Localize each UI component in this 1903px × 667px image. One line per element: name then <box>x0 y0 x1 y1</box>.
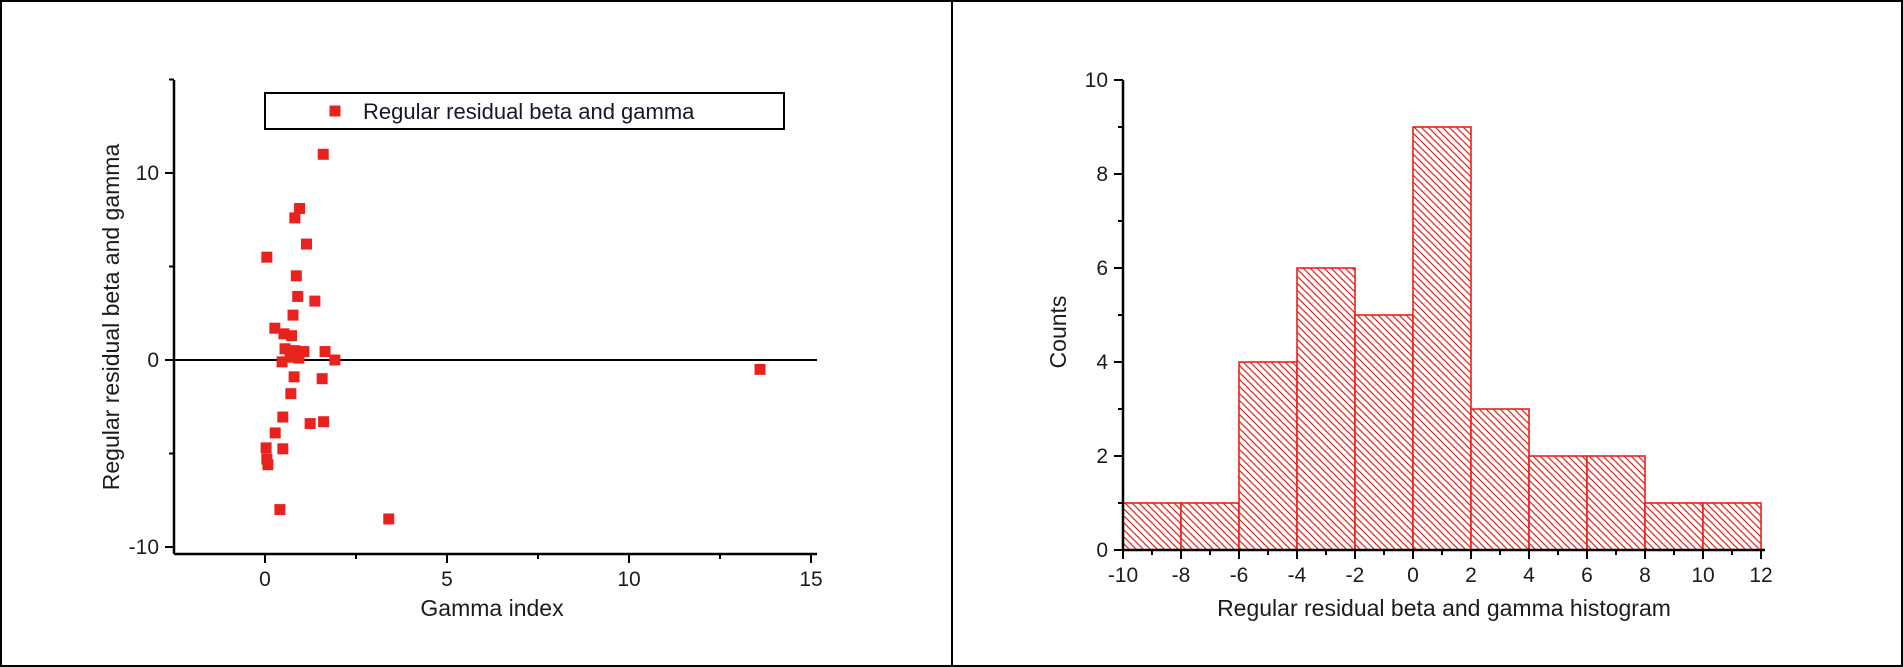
scatter-point <box>269 427 281 439</box>
y-tick-label: 6 <box>1096 257 1108 280</box>
histogram-bar <box>1702 502 1762 551</box>
x-tick-label: 10 <box>1691 564 1714 587</box>
scatter-chart: 0 5 10 15 -10 0 10 Gamma index Regular residual … <box>98 78 823 621</box>
scatter-point <box>754 363 766 375</box>
scatter-point <box>294 203 306 215</box>
scatter-point <box>300 238 312 250</box>
scatter-point <box>261 453 273 465</box>
histogram-bar <box>1354 314 1414 551</box>
scatter-point <box>277 443 289 455</box>
legend-label: Regular residual beta and gamma <box>363 99 695 124</box>
y-axis-title: Counts <box>1045 296 1071 369</box>
scatter-points <box>260 148 766 525</box>
histogram-bar <box>1412 126 1472 551</box>
scatter-point <box>286 330 298 342</box>
panel-divider <box>951 2 953 665</box>
scatter-point <box>276 356 288 368</box>
x-tick-label: 6 <box>1581 564 1593 587</box>
scatter-point <box>292 290 304 302</box>
y-tick-label: 10 <box>1085 69 1108 92</box>
scatter-point <box>285 388 297 400</box>
scatter-point <box>260 442 272 454</box>
x-tick-label: 2 <box>1465 564 1477 587</box>
y-tick-label: -10 <box>129 536 159 559</box>
x-tick-label: 12 <box>1749 564 1772 587</box>
scatter-point <box>269 322 281 334</box>
x-tick-label: 4 <box>1523 564 1535 587</box>
scatter-point <box>298 346 310 358</box>
histogram-panel: -10 -8 -6 -4 -2 0 2 4 6 8 10 12 0 2 4 6 8 10 Regular resid… <box>953 2 1901 665</box>
scatter-point <box>289 212 301 224</box>
x-tick-label: 10 <box>617 568 640 591</box>
histogram-bar <box>1470 408 1530 551</box>
y-tick-label: 10 <box>136 162 159 185</box>
scatter-point <box>274 504 286 516</box>
x-tick-label: -10 <box>1108 564 1138 587</box>
scatter-point <box>277 411 289 423</box>
y-tick-label: 0 <box>147 349 159 372</box>
histogram-bar <box>1296 267 1356 551</box>
scatter-point <box>329 354 341 366</box>
legend-marker-square-icon <box>329 105 341 117</box>
x-tick-label: 15 <box>799 568 822 591</box>
x-axis-title: Regular residual beta and gamma histogra… <box>1217 595 1671 621</box>
scatter-point <box>287 309 299 321</box>
scatter-point <box>304 418 316 430</box>
scatter-point <box>262 459 274 471</box>
scatter-point <box>261 251 273 263</box>
scatter-point <box>293 352 305 364</box>
x-axis-title: Gamma index <box>420 595 564 621</box>
x-tick-label: -6 <box>1230 564 1249 587</box>
histogram-bar <box>1528 455 1588 551</box>
x-tick-label: 5 <box>441 568 453 591</box>
scatter-point <box>289 345 301 357</box>
scatter-point <box>309 295 321 307</box>
y-tick-label: 0 <box>1096 539 1108 562</box>
histogram-chart: -10 -8 -6 -4 -2 0 2 4 6 8 10 12 0 2 4 6 8 10 Regular resid… <box>1045 69 1773 621</box>
y-tick-label: 8 <box>1096 163 1108 186</box>
scatter-point <box>383 513 395 525</box>
scatter-panel: 0 5 10 15 -10 0 10 Gamma index Regular residual … <box>2 2 951 665</box>
scatter-point <box>316 373 328 385</box>
histogram-bar <box>1238 361 1298 551</box>
scatter-point <box>319 346 331 358</box>
scatter-point <box>279 343 291 355</box>
x-tick-label: 0 <box>1407 564 1419 587</box>
scatter-point <box>318 416 330 428</box>
scatter-point <box>290 270 302 282</box>
x-tick-label: 8 <box>1639 564 1651 587</box>
scatter-point <box>288 371 300 383</box>
y-tick-label: 2 <box>1096 445 1108 468</box>
scatter-point <box>284 351 296 363</box>
y-axis-title: Regular residual beta and gamma <box>98 144 124 491</box>
x-tick-label: 0 <box>259 568 271 591</box>
x-tick-label: -2 <box>1346 564 1365 587</box>
legend-box <box>264 92 785 130</box>
scatter-point <box>317 148 329 160</box>
scatter-point <box>278 328 290 340</box>
histogram-bar <box>1122 502 1182 551</box>
histogram-bars <box>1122 126 1762 551</box>
x-tick-label: -8 <box>1172 564 1191 587</box>
y-tick-label: 4 <box>1096 351 1108 374</box>
x-tick-label: -4 <box>1288 564 1307 587</box>
histogram-bar <box>1644 502 1704 551</box>
histogram-bar <box>1180 502 1240 551</box>
histogram-bar <box>1586 455 1646 551</box>
